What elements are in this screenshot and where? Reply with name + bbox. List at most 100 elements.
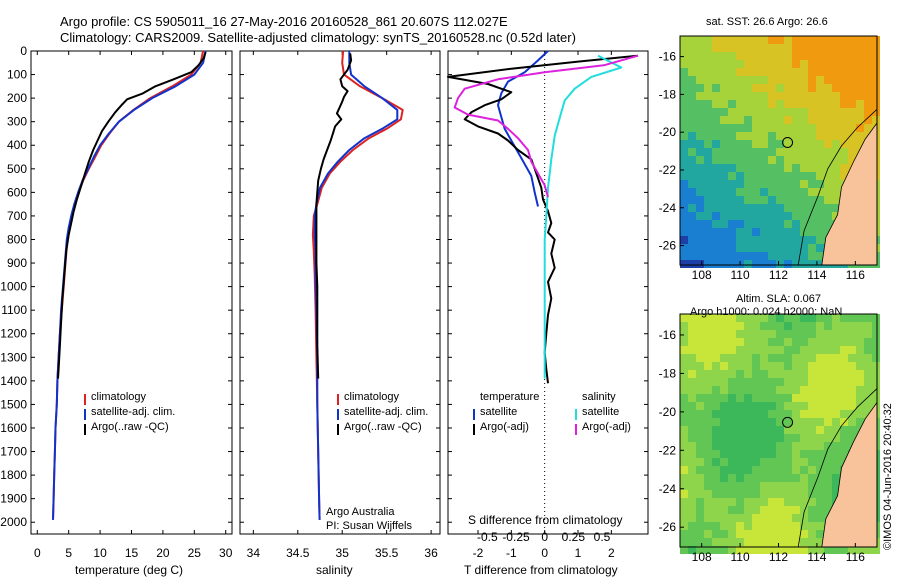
sst-cell xyxy=(776,236,784,244)
sst-cell xyxy=(712,228,720,236)
sla-cell xyxy=(680,378,688,386)
sst-cell xyxy=(696,156,704,164)
sla-cell xyxy=(728,474,736,482)
sla-cell xyxy=(752,394,760,402)
temp-legend-sat: satellite-adj. clim. xyxy=(91,406,176,418)
sla-cell xyxy=(816,394,824,402)
sst-cell xyxy=(800,260,808,268)
sla-cell xyxy=(720,410,728,418)
sla-cell xyxy=(832,490,840,498)
sla-cell xyxy=(816,506,824,514)
sla-cell xyxy=(776,522,784,530)
sla-cell xyxy=(728,498,736,506)
sst-cell xyxy=(848,140,856,148)
sst-cell xyxy=(680,108,688,116)
sla-cell xyxy=(736,442,744,450)
sst-cell xyxy=(736,60,744,68)
sst-cell xyxy=(752,36,760,44)
sst-lat-label-4: -24 xyxy=(659,201,677,215)
sst-cell xyxy=(824,84,832,92)
sst-cell xyxy=(696,36,704,44)
sla-cell xyxy=(848,386,856,394)
sst-cell xyxy=(768,260,776,268)
sla-cell xyxy=(680,434,688,442)
sst-cell xyxy=(792,180,800,188)
sst-cell xyxy=(728,68,736,76)
sla-cell xyxy=(704,426,712,434)
sla-cell xyxy=(776,402,784,410)
sst-cell xyxy=(824,172,832,180)
sla-cell xyxy=(808,426,816,434)
sla-cell xyxy=(712,378,720,386)
sla-cell xyxy=(864,338,872,346)
sla-cell xyxy=(704,354,712,362)
sla-cell xyxy=(744,386,752,394)
sst-cell xyxy=(704,44,712,52)
sst-cell xyxy=(816,164,824,172)
sla-cell xyxy=(800,546,808,554)
sst-cell xyxy=(696,260,704,268)
sla-cell xyxy=(816,514,824,522)
sst-cell xyxy=(776,124,784,132)
sst-cell xyxy=(824,228,832,236)
sla-cell xyxy=(808,514,816,522)
sst-cell xyxy=(760,52,768,60)
sst-cell xyxy=(712,60,720,68)
sla-cell xyxy=(824,394,832,402)
sst-cell xyxy=(768,220,776,228)
sla-cell xyxy=(760,490,768,498)
sla-cell xyxy=(840,386,848,394)
sla-cell xyxy=(752,506,760,514)
sla-cell xyxy=(840,314,848,322)
sst-cell xyxy=(696,220,704,228)
sla-cell xyxy=(824,426,832,434)
sst-cell xyxy=(728,100,736,108)
sst-cell xyxy=(728,260,736,268)
sst-cell xyxy=(696,108,704,116)
sst-cell xyxy=(800,84,808,92)
sla-cell xyxy=(832,450,840,458)
sla-cell xyxy=(704,322,712,330)
sla-cell xyxy=(752,354,760,362)
sst-cell xyxy=(704,116,712,124)
sst-cell xyxy=(864,116,872,124)
diff-sticklabel-1: -0.25 xyxy=(502,530,530,544)
sla-cell xyxy=(680,418,688,426)
sst-cell xyxy=(720,124,728,132)
sla-cell xyxy=(832,482,840,490)
sla-cell xyxy=(696,394,704,402)
sla-cell xyxy=(864,314,872,322)
sla-cell xyxy=(760,346,768,354)
sst-cell xyxy=(784,116,792,124)
sla-cell xyxy=(688,354,696,362)
sst-cell xyxy=(760,228,768,236)
sst-cell xyxy=(832,148,840,156)
sst-cell xyxy=(720,260,728,268)
sla-cell xyxy=(840,346,848,354)
sst-cell xyxy=(776,260,784,268)
sla-cell xyxy=(680,410,688,418)
sst-cell xyxy=(792,220,800,228)
sst-cell xyxy=(816,60,824,68)
sla-cell xyxy=(744,498,752,506)
sst-cell xyxy=(808,212,816,220)
sst-cell xyxy=(704,180,712,188)
sst-cell xyxy=(848,36,856,44)
sst-cell xyxy=(736,124,744,132)
sla-cell xyxy=(736,498,744,506)
sla-cell xyxy=(776,378,784,386)
sla-cell xyxy=(792,442,800,450)
sst-cell xyxy=(752,132,760,140)
sst-cell xyxy=(760,132,768,140)
sla-cell xyxy=(720,538,728,546)
sla-cell xyxy=(864,378,872,386)
depth-label-1: 100 xyxy=(7,68,27,82)
sst-cell xyxy=(784,148,792,156)
sla-cell xyxy=(792,322,800,330)
sst-cell xyxy=(824,204,832,212)
sla-cell xyxy=(800,378,808,386)
sla-cell xyxy=(792,426,800,434)
depth-label-2: 200 xyxy=(7,91,27,105)
sst-cell xyxy=(776,148,784,156)
sst-cell xyxy=(800,236,808,244)
